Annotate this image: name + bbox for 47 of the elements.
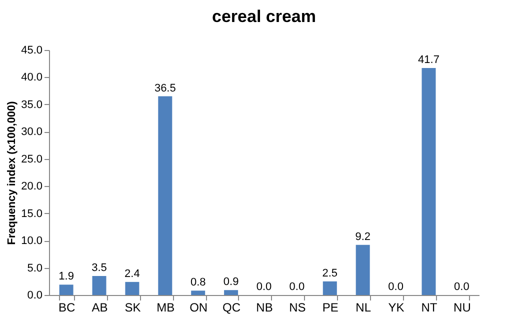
data-label: 36.5: [154, 82, 176, 94]
data-label: 0.9: [223, 276, 239, 288]
bar: [322, 281, 337, 295]
data-label: 0.0: [256, 281, 272, 293]
x-tick-label: NS: [289, 300, 306, 314]
x-tick-label: NL: [356, 300, 372, 314]
y-tick-label: 20.0: [21, 180, 42, 193]
x-tick-label: BC: [58, 300, 76, 314]
y-axis-title: Frequency index (x100,000): [6, 100, 18, 245]
data-label: 0.8: [190, 276, 206, 289]
y-tick-label: 45.0: [21, 44, 42, 56]
x-tick-label: AB: [92, 300, 108, 314]
x-tick-label: YK: [388, 300, 404, 314]
data-label: 2.5: [322, 267, 338, 280]
bar: [125, 282, 140, 295]
y-tick-label: 40.0: [21, 72, 42, 84]
y-tick-label: 35.0: [21, 98, 42, 111]
y-tick-label: 0.0: [27, 290, 42, 302]
data-label: 0.0: [289, 281, 305, 293]
x-tick-label: NU: [454, 300, 471, 314]
data-label: 41.7: [418, 54, 440, 66]
y-tick-label: 25.0: [21, 153, 42, 166]
x-tick-label: MB: [156, 300, 175, 314]
x-tick-label: NT: [421, 300, 438, 314]
data-label: 0.0: [454, 281, 470, 293]
bar: [158, 96, 172, 295]
bar: [356, 244, 370, 295]
data-label: 3.5: [92, 262, 107, 274]
bar: [59, 284, 74, 295]
bar: [224, 290, 238, 295]
y-tick-label: 30.0: [21, 126, 42, 138]
chart-title: cereal cream: [212, 7, 316, 26]
x-tick-label: SK: [124, 300, 141, 314]
data-label: 9.2: [355, 230, 370, 243]
bar: [191, 290, 206, 295]
x-tick-label: ON: [190, 300, 208, 314]
bar: [422, 68, 436, 295]
x-tick-label: QC: [222, 300, 241, 314]
data-label: 1.9: [58, 270, 74, 283]
y-tick-label: 5.0: [27, 262, 42, 274]
data-label: 2.4: [124, 268, 140, 280]
data-label: 0.0: [388, 281, 404, 293]
x-tick-label: NB: [256, 300, 273, 314]
x-tick-label: PE: [322, 300, 338, 314]
y-tick-label: 10.0: [21, 235, 42, 248]
y-tick-label: 15.0: [21, 208, 42, 220]
bar: [92, 276, 106, 295]
